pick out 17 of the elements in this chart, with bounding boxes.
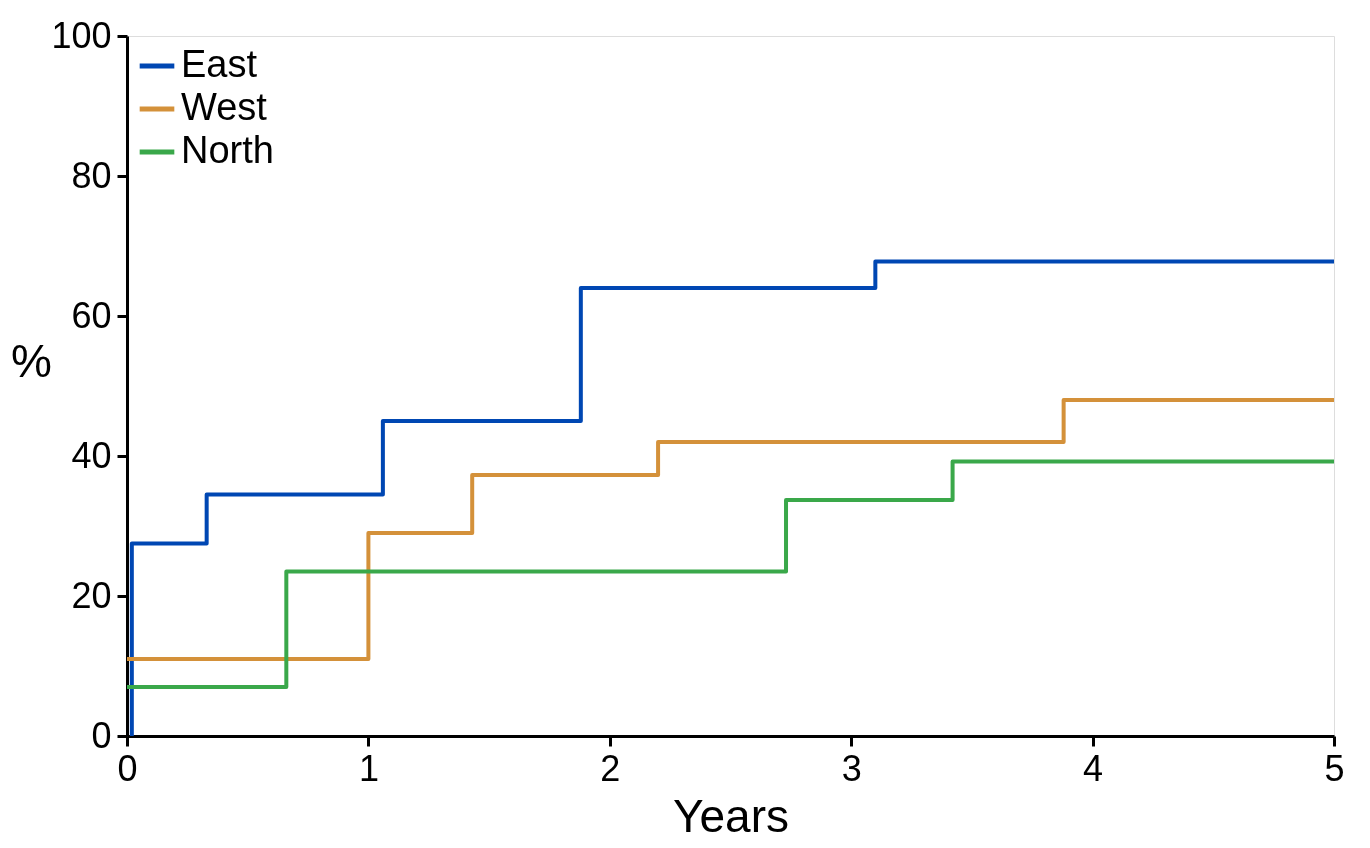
x-axis-title: Years [673, 789, 789, 842]
x-tick-label: 1 [358, 747, 379, 789]
legend-label: North [181, 129, 274, 171]
x-tick-label: 5 [1324, 747, 1345, 789]
x-tick-label: 0 [117, 747, 138, 789]
x-tick-label: 2 [600, 747, 621, 789]
y-tick-label: 20 [71, 574, 112, 616]
y-tick-label: 60 [71, 294, 112, 336]
x-tick-label: 4 [1083, 747, 1104, 789]
legend-label: East [181, 43, 258, 85]
x-tick-label: 3 [841, 747, 862, 789]
y-tick-label: 100 [51, 14, 112, 56]
y-tick-label: 0 [91, 714, 112, 756]
y-tick-label: 80 [71, 154, 112, 196]
y-tick-label: 40 [71, 434, 112, 476]
y-axis-title: % [10, 334, 52, 387]
legend-label: West [181, 86, 268, 128]
